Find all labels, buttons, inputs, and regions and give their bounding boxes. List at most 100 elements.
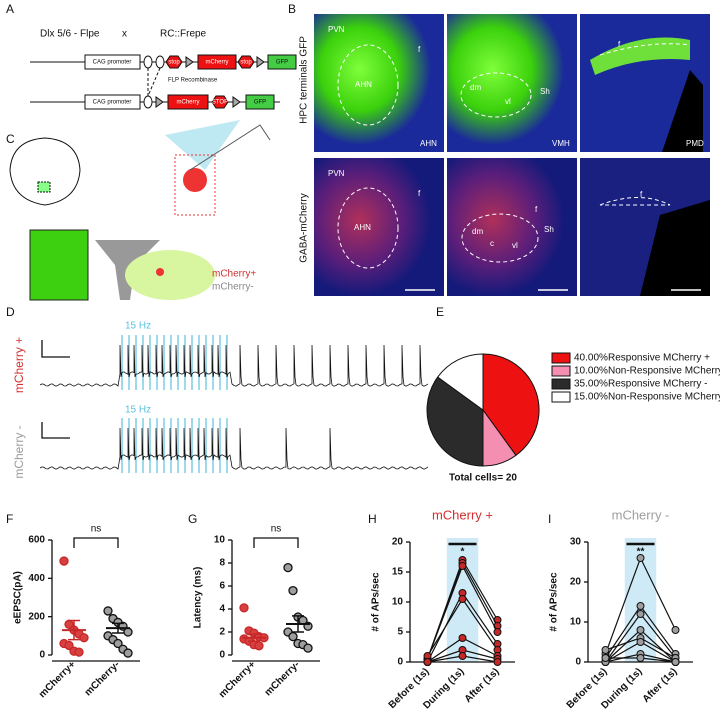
region: AHN [355, 80, 372, 89]
frt [143, 95, 153, 109]
panel-label: B [288, 2, 296, 16]
y-tick-label: 4 [219, 604, 225, 615]
y-tick-label: 20 [570, 577, 582, 588]
significance-bracket [253, 537, 299, 548]
data-point [59, 556, 69, 566]
slice [125, 250, 215, 300]
significance-label: * [461, 547, 465, 558]
gfp-label: GFP [276, 60, 288, 66]
light [165, 120, 240, 170]
data-point [288, 585, 298, 596]
legend-swatch [551, 365, 571, 377]
stop-label: stop [240, 60, 252, 66]
y-tick-label: 30 [570, 537, 582, 548]
legend-value: 15.00% [574, 392, 608, 403]
x-tick-label: After (1s) [641, 666, 680, 705]
trace-label: mCherry - [12, 425, 26, 478]
y-tick-label: 0 [39, 650, 45, 661]
promoter [84, 94, 141, 110]
y-tick-label: 6 [219, 581, 225, 592]
scale-bar [41, 340, 70, 358]
data-point [636, 610, 645, 618]
legend-value: 40.00% [574, 353, 608, 364]
data-point [239, 603, 249, 613]
data-point [303, 643, 313, 653]
frt [143, 55, 153, 69]
recombinase: FLP Recombinase [168, 78, 218, 84]
mcherry [167, 94, 209, 110]
row-label: HPC terminals GFP [299, 36, 310, 124]
promoter-label: CAG promoter [93, 60, 132, 66]
region: PVN [328, 169, 345, 178]
micrograph [447, 14, 577, 152]
data-point [493, 628, 502, 636]
panel-d: mCherry + mCherry - 15 Hz 15 Hz [12, 321, 429, 479]
data-point [423, 658, 432, 666]
gfp-label: GFP [254, 100, 266, 106]
data-point [671, 626, 680, 634]
error-bar [112, 622, 124, 634]
panel-b: HPC terminals GFP GABA-mCherry PVN AHN f… [299, 14, 710, 296]
error-bar [248, 633, 260, 642]
region: dm [472, 227, 483, 236]
chart-title: mCherry - [612, 507, 670, 522]
region: vl [505, 97, 511, 106]
y-axis-label: # of APs/sec [549, 572, 560, 632]
panel-label: I [548, 512, 551, 526]
panel-label: H [368, 512, 377, 526]
data-point [636, 638, 645, 646]
y-tick-label: 0 [219, 650, 225, 661]
y-tick-label: 2 [219, 627, 225, 638]
legend-value: 10.00% [574, 366, 608, 377]
panel-c: mCherry+ mCherry- [9, 120, 271, 301]
legend-swatch [551, 378, 571, 390]
y-tick-label: 10 [570, 617, 582, 628]
trace-label: mCherry + [12, 337, 26, 393]
stop [165, 55, 183, 69]
stop [237, 55, 255, 69]
panel-label: D [6, 305, 15, 319]
data-point [601, 654, 610, 662]
y-tick-label: 0 [575, 657, 581, 668]
mcherry [197, 54, 237, 70]
region: c [490, 239, 494, 248]
scale-bar [41, 422, 70, 439]
stim-label: 15 Hz [125, 321, 151, 332]
data-point [123, 627, 133, 637]
loxp [155, 96, 164, 108]
y-tick-label: 200 [28, 611, 45, 622]
mouse-line: Dlx 5/6 - Flpe [40, 29, 100, 40]
region: Sh [544, 225, 554, 234]
region: f [418, 189, 421, 198]
data-point [64, 640, 74, 651]
recombination [147, 67, 161, 97]
panel-label: F [6, 512, 13, 526]
gfp [245, 94, 275, 110]
region: Sh [540, 87, 550, 96]
stop-label: stop [168, 60, 180, 66]
data-point [458, 562, 467, 570]
x-tick-label: mCherry+ [37, 659, 78, 700]
cell-label: mCherry- [212, 282, 254, 293]
data-point [636, 554, 645, 562]
legend-label: Responsive MCherry - [608, 379, 707, 390]
mcherry-label: mCherry [176, 100, 199, 106]
data-point [113, 638, 123, 649]
cell-label: mCherry+ [212, 269, 256, 280]
y-axis-label: # of APs/sec [371, 572, 382, 632]
region: PMD [686, 139, 704, 148]
trace [39, 427, 429, 470]
data-point [458, 652, 467, 660]
row-label: GABA-mCherry [299, 193, 310, 262]
panel-label: G [188, 512, 197, 526]
data-point [493, 658, 502, 666]
region: f [418, 45, 421, 54]
pipette [189, 124, 271, 171]
background [662, 70, 703, 152]
x-tick-label: After (1s) [463, 666, 502, 705]
panel-label: A [6, 2, 14, 16]
brain [9, 137, 81, 206]
stim-label: 15 Hz [125, 405, 151, 416]
data-point [288, 631, 298, 642]
